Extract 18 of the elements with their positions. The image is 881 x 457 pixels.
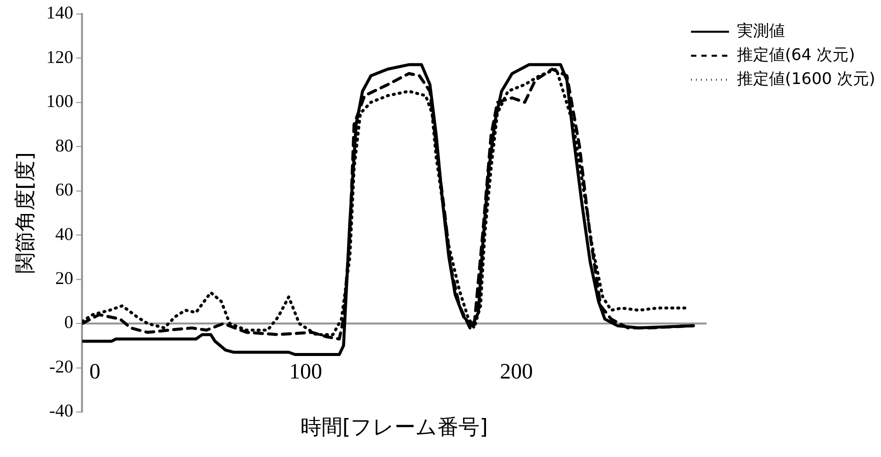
y-tick-label: 120 [46, 46, 74, 67]
y-tick-label: 20 [55, 268, 74, 288]
legend-label: 推定値(64 次元) [737, 44, 855, 64]
x-axis-title: 時間[フレーム番号] [300, 414, 488, 439]
x-tick-label: 0 [89, 358, 100, 384]
y-tick-label: 140 [46, 2, 74, 23]
legend-label: 推定値(1600 次元) [737, 68, 876, 88]
y-tick-label: 80 [55, 135, 74, 156]
y-tick-label: -20 [49, 356, 74, 376]
x-tick-label: 100 [289, 358, 322, 384]
y-tick-label: 100 [46, 91, 74, 112]
y-axis-title: 関節角度[度] [13, 152, 38, 274]
y-tick-label: 40 [55, 224, 74, 244]
y-tick-label: 60 [55, 180, 74, 200]
y-tick-label: -40 [49, 400, 74, 421]
x-tick-label: 200 [500, 358, 533, 384]
y-tick-label: 0 [64, 312, 74, 332]
legend-label: 実測値 [737, 20, 785, 40]
